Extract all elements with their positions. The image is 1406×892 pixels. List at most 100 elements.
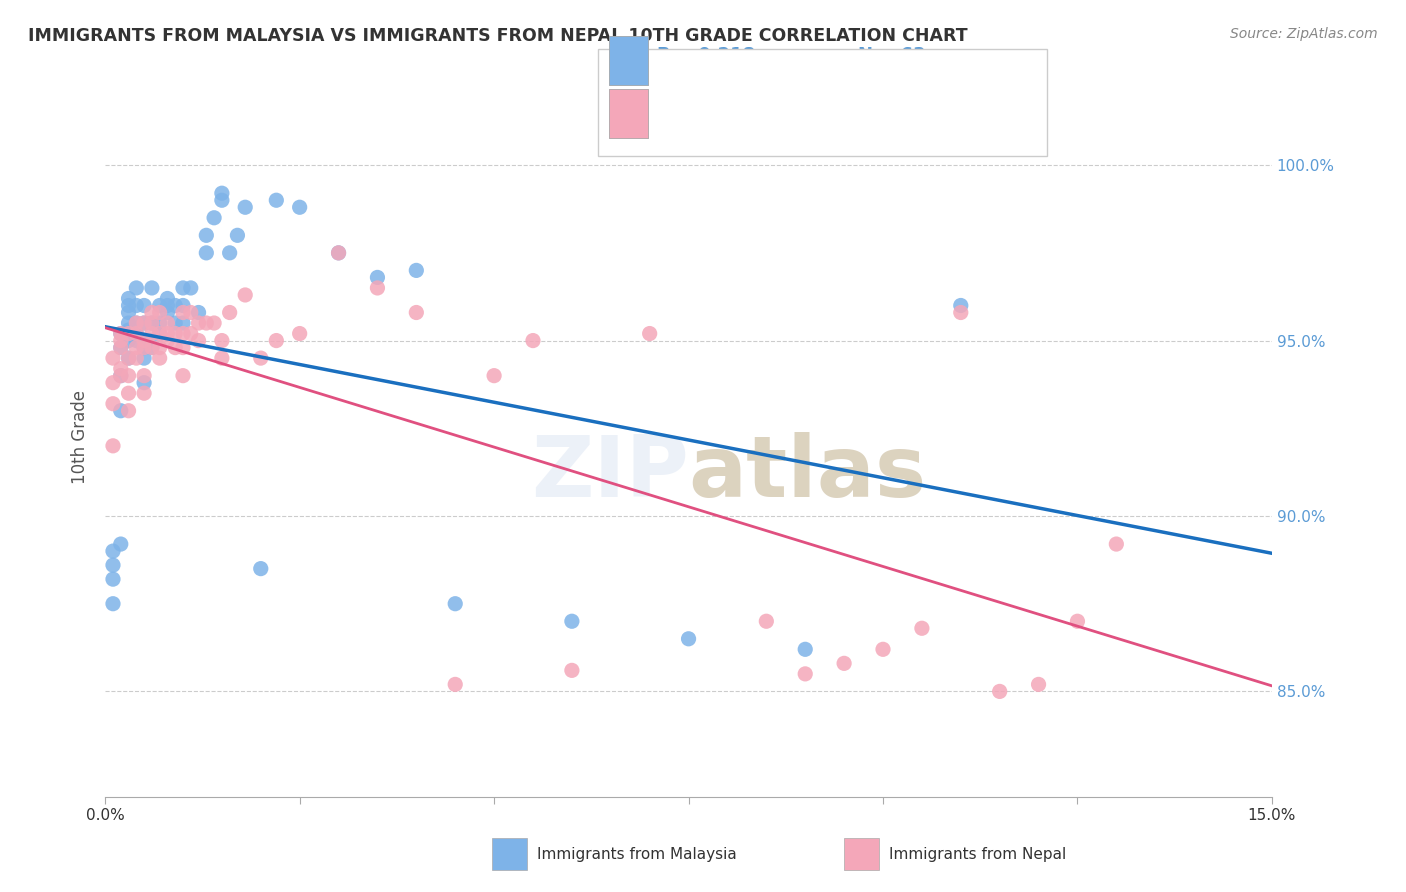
Point (141, 316, 163, 330)
Point (218, 305, 240, 319)
Point (187, 305, 209, 319)
Point (156, 292, 179, 306)
Point (366, 281, 388, 295)
Point (872, 642, 894, 657)
Point (211, 193, 233, 207)
Point (132, 334, 155, 348)
Text: N = 63: N = 63 (858, 46, 925, 64)
Point (117, 351, 139, 365)
Text: IMMIGRANTS FROM MALAYSIA VS IMMIGRANTS FROM NEPAL 10TH GRADE CORRELATION CHART: IMMIGRANTS FROM MALAYSIA VS IMMIGRANTS F… (28, 27, 967, 45)
Text: N = 71: N = 71 (858, 103, 925, 120)
Point (132, 316, 155, 330)
Point (561, 664, 583, 678)
Text: R = 0.021: R = 0.021 (657, 103, 755, 120)
Point (187, 316, 209, 330)
Point (125, 326, 148, 341)
Point (172, 368, 194, 383)
Point (117, 351, 139, 365)
Point (149, 316, 172, 330)
Point (132, 376, 155, 390)
Point (110, 334, 132, 348)
Point (202, 211, 225, 225)
Point (101, 376, 124, 390)
Point (141, 341, 163, 355)
Point (218, 245, 240, 260)
Point (132, 341, 155, 355)
Point (125, 351, 148, 365)
Point (132, 334, 155, 348)
Point (156, 334, 179, 348)
Point (172, 326, 194, 341)
Point (405, 305, 427, 319)
Point (156, 298, 179, 312)
Point (172, 281, 194, 295)
Point (172, 341, 194, 355)
Point (110, 341, 132, 355)
Point (125, 316, 148, 330)
Point (149, 305, 172, 319)
Point (187, 334, 209, 348)
Point (125, 334, 148, 348)
Point (288, 200, 311, 214)
Text: ZIP: ZIP (531, 432, 689, 515)
Point (482, 368, 505, 383)
Point (132, 386, 155, 401)
Point (101, 439, 124, 453)
Point (561, 614, 583, 628)
Point (832, 657, 855, 671)
Point (110, 403, 132, 417)
Point (233, 200, 256, 214)
Point (125, 298, 148, 312)
Point (117, 316, 139, 330)
Point (149, 326, 172, 341)
Point (141, 334, 163, 348)
Text: R = 0.218: R = 0.218 (657, 46, 755, 64)
Point (180, 326, 202, 341)
Point (328, 245, 350, 260)
Point (794, 666, 817, 681)
Point (165, 298, 187, 312)
Point (110, 368, 132, 383)
Point (110, 326, 132, 341)
Point (110, 368, 132, 383)
Point (444, 677, 467, 691)
Point (141, 326, 163, 341)
Point (195, 316, 218, 330)
Point (117, 292, 139, 306)
Point (949, 305, 972, 319)
Point (202, 316, 225, 330)
Point (132, 351, 155, 365)
Point (125, 316, 148, 330)
Point (266, 334, 288, 348)
Point (101, 351, 124, 365)
Point (444, 597, 467, 611)
Point (249, 561, 271, 575)
Point (125, 326, 148, 341)
Point (195, 245, 218, 260)
Point (288, 326, 311, 341)
Point (110, 361, 132, 376)
Point (117, 386, 139, 401)
Point (110, 326, 132, 341)
Point (132, 341, 155, 355)
Point (211, 351, 233, 365)
Point (117, 368, 139, 383)
Point (949, 298, 972, 312)
Text: atlas: atlas (689, 432, 927, 515)
Point (141, 305, 163, 319)
Point (101, 397, 124, 411)
Point (117, 323, 139, 337)
Point (141, 281, 163, 295)
Point (125, 281, 148, 295)
Text: Immigrants from Malaysia: Immigrants from Malaysia (537, 847, 737, 862)
Point (156, 305, 179, 319)
Point (101, 572, 124, 586)
Point (226, 228, 249, 243)
Point (110, 537, 132, 551)
Point (266, 193, 288, 207)
Point (195, 228, 218, 243)
Point (165, 326, 187, 341)
Point (180, 281, 202, 295)
Point (405, 263, 427, 277)
Point (149, 298, 172, 312)
